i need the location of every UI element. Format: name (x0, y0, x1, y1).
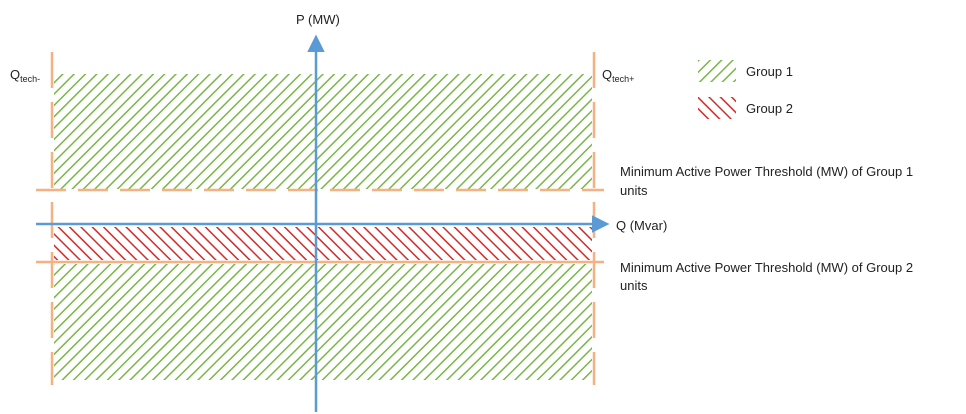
legend-group1-swatch (698, 60, 736, 82)
group1-threshold-label: Minimum Active Power Threshold (MW) of G… (620, 164, 917, 198)
legend: Group 1 Group 2 (698, 60, 793, 119)
q-tech-minus-label: Qtech- (10, 67, 40, 84)
group2-region (54, 227, 592, 260)
legend-group1-label: Group 1 (746, 64, 793, 79)
p-axis-label: P (MW) (296, 12, 340, 27)
q-tech-plus-label: Qtech+ (602, 67, 634, 84)
group1-upper-region (54, 74, 592, 189)
legend-group2-label: Group 2 (746, 101, 793, 116)
legend-group2-swatch (698, 97, 736, 119)
group2-threshold-label: Minimum Active Power Threshold (MW) of G… (620, 260, 917, 293)
q-axis-label: Q (Mvar) (616, 218, 667, 233)
group1-lower-region (54, 264, 592, 380)
